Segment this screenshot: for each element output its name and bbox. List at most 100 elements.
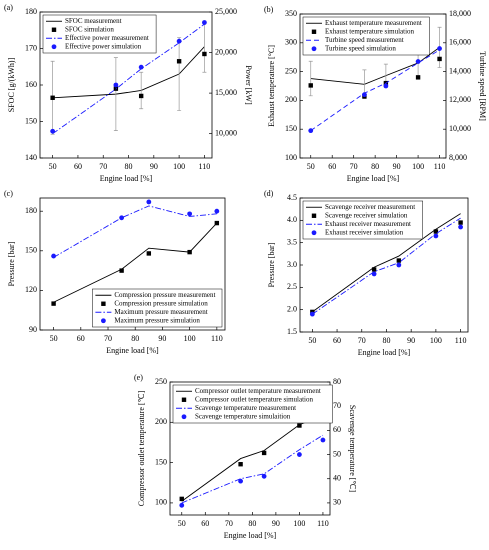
legend-label: Exhaust temperature simulation xyxy=(325,27,415,35)
y-tick-label: 4.5 xyxy=(287,193,297,202)
data-point xyxy=(179,502,185,508)
x-tick-label: 100 xyxy=(412,162,424,171)
legend-label: SFOC simulation xyxy=(65,25,114,33)
data-point xyxy=(415,75,421,80)
y-tick-label: 160 xyxy=(25,80,37,89)
data-point xyxy=(146,251,152,256)
plot-frame xyxy=(39,197,226,331)
panel-label: (a) xyxy=(4,3,13,12)
y2-tick-label: 18,000 xyxy=(449,9,471,18)
y-tick-label: 4.0 xyxy=(287,215,297,224)
plot-frame xyxy=(299,13,447,159)
y-tick-label: 200 xyxy=(285,95,297,104)
y-tick-label: 170 xyxy=(25,43,37,52)
y-tick-label: 150 xyxy=(285,124,297,133)
y-axis-label: SFOC [g/(kWh)] xyxy=(7,57,16,112)
x-axis-label: Engine load [%] xyxy=(100,174,153,183)
y2-tick-label: 80 xyxy=(333,377,341,386)
y2-tick-label: 30 xyxy=(333,498,341,507)
x-tick-label: 50 xyxy=(178,519,186,528)
data-point xyxy=(113,82,119,88)
y-tick-label: 100 xyxy=(155,498,167,507)
legend-label: Maximum pressure simulation xyxy=(114,316,200,324)
x-tick-label: 80 xyxy=(382,336,390,345)
data-point xyxy=(437,46,442,51)
data-point xyxy=(261,473,267,479)
x-tick-label: 80 xyxy=(371,162,379,171)
x-tick-label: 70 xyxy=(350,162,358,171)
y2-tick-label: 70 xyxy=(333,401,341,410)
y-tick-label: 2.0 xyxy=(287,304,297,313)
legend-label: Maximum pressure measurement xyxy=(114,308,207,316)
x-tick-label: 70 xyxy=(225,519,233,528)
legend-label: Scavenge temperature measurement xyxy=(195,404,296,412)
legend-box xyxy=(92,288,223,328)
y2-tick-label: 15,000 xyxy=(215,88,237,97)
data-point xyxy=(297,423,302,428)
y-tick-label: 250 xyxy=(155,377,167,386)
data-point xyxy=(214,220,220,226)
legend-marker xyxy=(51,44,57,50)
x-tick-label: 90 xyxy=(158,334,166,343)
data-point xyxy=(146,199,152,205)
y2-tick-label: 8,000 xyxy=(449,153,467,162)
legend-marker xyxy=(311,46,317,52)
y2-tick-label: 16,000 xyxy=(449,38,471,47)
x-axis-label: Engine load [%] xyxy=(106,346,159,355)
y-tick-label: 180 xyxy=(25,206,37,215)
x-tick-label: 100 xyxy=(184,334,196,343)
x-tick-label: 110 xyxy=(199,162,211,171)
legend-label: SFOC measurement xyxy=(65,17,122,25)
y-tick-label: 300 xyxy=(285,38,297,47)
data-point xyxy=(415,59,421,64)
data-point xyxy=(261,450,267,456)
series-line xyxy=(310,49,440,132)
legend-label: Scavenge receiver simulation xyxy=(325,211,408,219)
data-point xyxy=(433,229,439,234)
error-bar xyxy=(113,57,118,131)
x-tick-label: 50 xyxy=(50,334,58,343)
y-axis-label: Pressure [bar] xyxy=(267,242,276,287)
y2-tick-label: 25,000 xyxy=(215,7,237,16)
data-point xyxy=(119,215,125,221)
data-point xyxy=(50,95,55,100)
data-point xyxy=(396,262,402,268)
data-point xyxy=(51,253,57,259)
x-tick-label: 70 xyxy=(99,162,107,171)
y-tick-label: 140 xyxy=(25,153,37,162)
data-point xyxy=(458,224,463,230)
x-tick-label: 80 xyxy=(248,519,256,528)
y2-tick-label: 10,000 xyxy=(449,124,471,133)
x-tick-label: 110 xyxy=(317,519,329,528)
y-tick-label: 200 xyxy=(155,417,167,426)
data-point xyxy=(437,56,442,62)
x-tick-label: 60 xyxy=(77,334,85,343)
y-tick-label: 90 xyxy=(29,325,37,334)
y2-tick-label: 60 xyxy=(333,425,341,434)
data-point xyxy=(179,496,184,502)
x-tick-label: 50 xyxy=(308,336,316,345)
x-tick-label: 110 xyxy=(434,162,446,171)
data-point xyxy=(238,478,243,484)
legend-marker xyxy=(181,397,187,402)
legend-label: Exhaust receiver simulation xyxy=(325,228,404,236)
y2-tick-label: 14,000 xyxy=(449,66,471,75)
panel-label: (e) xyxy=(134,373,143,382)
data-point xyxy=(433,233,439,239)
x-tick-label: 60 xyxy=(333,336,341,345)
panel-label: (b) xyxy=(264,5,274,14)
legend-label: Compressor outlet temperature simulation xyxy=(195,395,314,403)
data-point xyxy=(297,452,302,457)
error-bar xyxy=(202,20,207,73)
x-axis-label: Engine load [%] xyxy=(358,348,411,357)
x-tick-label: 60 xyxy=(74,162,82,171)
x-tick-label: 50 xyxy=(49,162,57,171)
y-tick-label: 350 xyxy=(285,9,297,18)
legend-marker xyxy=(51,27,57,32)
y-tick-label: 150 xyxy=(155,457,167,466)
x-axis-label: Engine load [%] xyxy=(224,531,277,540)
data-point xyxy=(238,462,243,467)
y-axis-label: Compressor outlet temperature [℃] xyxy=(137,390,146,506)
y-tick-label: 180 xyxy=(25,7,37,16)
